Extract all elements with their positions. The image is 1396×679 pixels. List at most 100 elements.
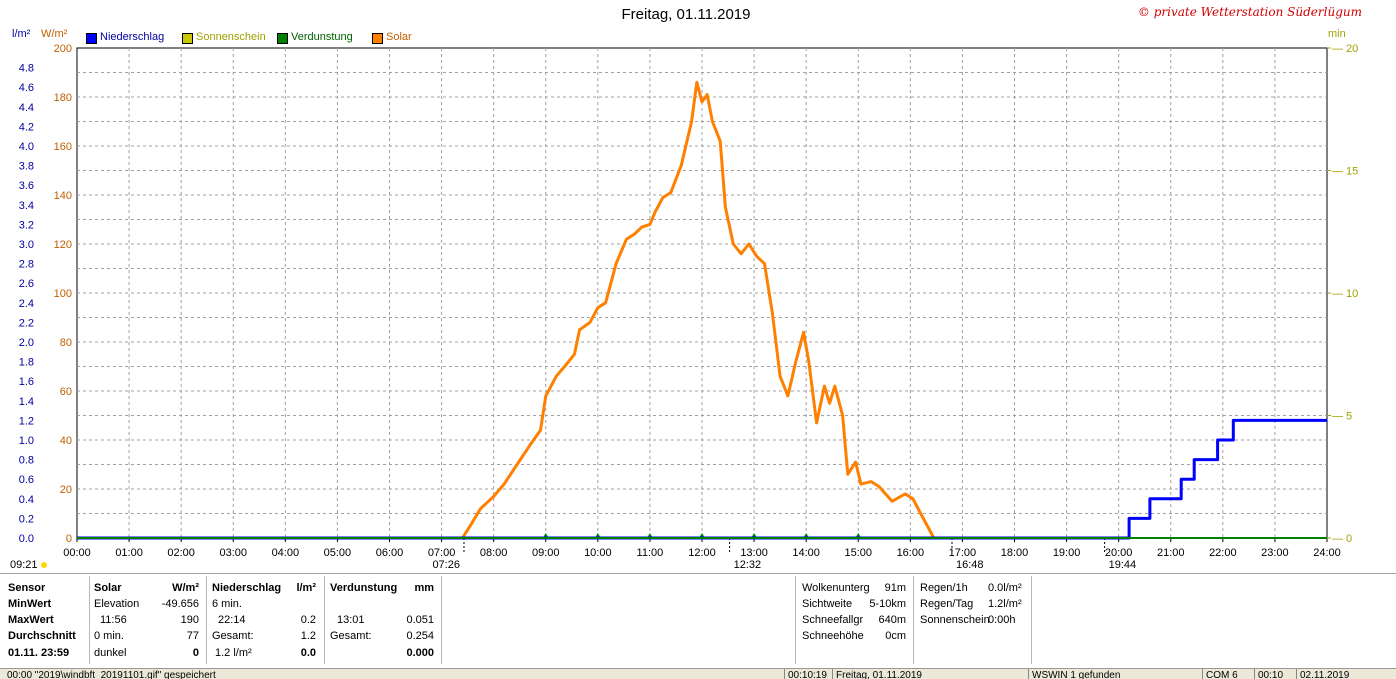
series-line-niederschlag (77, 418, 1327, 540)
cloud-value: 91m (884, 582, 906, 594)
solar-row-value: 77 (186, 630, 199, 642)
copyright-label: © private Wetterstation Süderlügum (1137, 5, 1362, 19)
solar-row-label: 0 min. (94, 630, 124, 642)
status-today: 02.11.2019 (1296, 669, 1396, 679)
x-tick-label: 21:00 (1157, 547, 1185, 559)
rain-header: Niederschlag (212, 582, 282, 594)
cloud-value: 640m (878, 614, 906, 626)
solar-tick-label: 60 (60, 386, 72, 398)
blue-square-icon (86, 33, 97, 44)
cloud-value: 0cm (885, 630, 906, 642)
rain-row-value: 0.2 (300, 614, 316, 626)
status-time: 00:10:19 (784, 669, 834, 679)
sun-marker (41, 562, 47, 568)
rain-axis-unit: l/m² (12, 28, 31, 40)
solar-tick-label: 180 (54, 92, 72, 104)
marker-label: 07:26 (432, 559, 460, 571)
rain-tick-label: 0.4 (19, 494, 34, 506)
rain-tick-label: 1.0 (19, 435, 34, 447)
x-tick-label: 20:00 (1105, 547, 1133, 559)
rain-row-label: 22:14 (218, 614, 246, 626)
solar-tick-label: 140 (54, 190, 72, 202)
x-tick-label: 08:00 (480, 547, 508, 559)
solar-tick-label: 160 (54, 141, 72, 153)
legend-label: Solar (386, 31, 412, 43)
cloud-label: Wolkenunterg (802, 582, 870, 594)
x-tick-label: 16:00 (897, 547, 925, 559)
sun-tick-label: — 15 (1332, 166, 1358, 178)
yellow-square-icon (182, 33, 193, 44)
x-tick-label: 22:00 (1209, 547, 1237, 559)
rain-info-value: 0:00h (988, 614, 1016, 626)
solar-header: Solar (94, 582, 122, 594)
rain-unit: l/m² (296, 582, 316, 594)
sensor-row-label: MinWert (8, 598, 52, 610)
marker-label: 12:32 (734, 559, 762, 571)
rain-info-value: 1.2l/m² (988, 598, 1022, 610)
solar-axis-unit: W/m² (41, 28, 68, 40)
rain-tick-label: 4.2 (19, 121, 34, 133)
x-tick-label: 17:00 (949, 547, 977, 559)
evap-row-value: 0.000 (406, 647, 434, 659)
marker-label: 19:44 (1109, 559, 1137, 571)
cloud-label: Schneefallgr (802, 614, 864, 626)
rain-tick-label: 1.8 (19, 357, 34, 369)
rain-info-value: 0.0l/m² (988, 582, 1022, 594)
sun-tick-label: — 20 (1332, 43, 1358, 55)
cloud-label: Schneehöhe (802, 630, 864, 642)
x-tick-label: 10:00 (584, 547, 612, 559)
status-message: 00:00 "2019\windbft_20191101.gif" gespei… (7, 670, 216, 679)
rain-tick-label: 2.0 (19, 337, 34, 349)
rain-tick-label: 3.6 (19, 180, 34, 192)
status-clock: 00:10 (1254, 669, 1298, 679)
rain-tick-label: 4.8 (19, 63, 34, 75)
rain-info-label: Regen/Tag (920, 598, 974, 610)
stats-panel (0, 573, 1396, 669)
evap-row-label: Gesamt: (330, 630, 372, 642)
marker-label: 09:21 (10, 559, 38, 571)
x-tick-label: 12:00 (688, 547, 716, 559)
legend-label: Sonnenschein (196, 31, 266, 43)
solar-row-label: Elevation (94, 598, 140, 610)
x-tick-label: 13:00 (740, 547, 768, 559)
rain-tick-label: 0.8 (19, 455, 34, 467)
sensor-row-label: 01.11. 23:59 (8, 647, 70, 659)
weather-chart: 00:00 01:00 02:00 03:00 04:00 05:00 06:00 07:00… (10, 43, 1358, 571)
solar-row-label: 11:56 (100, 614, 127, 626)
solar-tick-label: 20 (60, 484, 72, 496)
x-tick-label: 04:00 (272, 547, 300, 559)
sensor-row-label: MaxWert (8, 614, 54, 626)
rain-tick-label: 2.6 (19, 278, 34, 290)
rain-info-label: Regen/1h (920, 582, 968, 594)
marker-label: 16:48 (956, 559, 984, 571)
solar-tick-label: 200 (54, 43, 72, 55)
rain-row-value: 1.2 (300, 630, 316, 642)
sensor-row-label: Durchschnitt (8, 630, 76, 642)
sun-tick-label: — 0 (1332, 533, 1352, 545)
status-port: COM 6 (1202, 669, 1256, 679)
rain-tick-label: 4.4 (19, 102, 34, 114)
x-tick-label: 14:00 (792, 547, 820, 559)
sun-axis-unit: min (1328, 28, 1346, 40)
x-tick-label: 19:00 (1053, 547, 1081, 559)
rain-tick-label: 1.4 (19, 396, 34, 408)
rain-tick-label: 4.6 (19, 82, 34, 94)
x-tick-label: 15:00 (844, 547, 872, 559)
sensor-header: Sensor (8, 582, 46, 594)
evap-row-value: 0.051 (406, 614, 434, 626)
rain-tick-label: 2.8 (19, 259, 34, 271)
rain-tick-label: 2.2 (19, 317, 34, 329)
rain-tick-label: 3.8 (19, 161, 34, 173)
x-tick-label: 03:00 (219, 547, 247, 559)
rain-row-value: 0.0 (300, 647, 316, 659)
cloud-label: Sichtweite (802, 598, 853, 610)
solar-tick-label: 120 (54, 239, 72, 251)
x-tick-label: 01:00 (115, 547, 143, 559)
evap-header: Verdunstung (330, 582, 398, 594)
solar-tick-label: 40 (60, 435, 72, 447)
orange-square-icon (372, 33, 383, 44)
legend-label: Verdunstung (291, 31, 353, 43)
rain-tick-label: 2.4 (19, 298, 34, 310)
status-device: WSWIN 1 gefunden (1028, 669, 1204, 679)
rain-row-label: Gesamt: (212, 630, 254, 642)
